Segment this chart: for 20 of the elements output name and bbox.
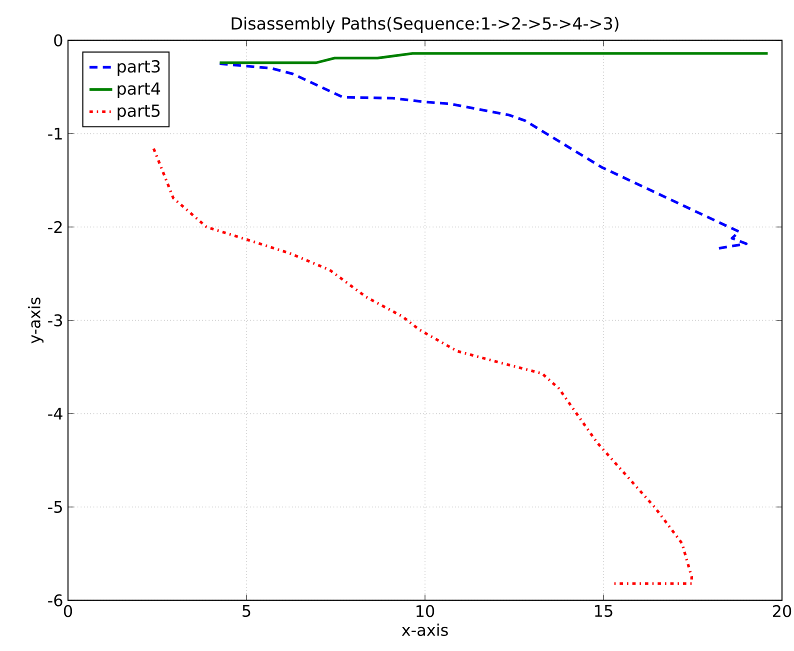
y-axis-title: y-axis	[28, 298, 44, 344]
line-series	[218, 62, 748, 250]
y-tick-label: 0	[54, 34, 62, 46]
y-tick-label: -2	[48, 221, 62, 233]
legend-label: part4	[118, 82, 160, 98]
legend-label: part3	[118, 60, 160, 76]
y-tick-label: -6	[48, 594, 62, 606]
x-axis-title: x-axis	[402, 624, 448, 636]
chart-title: Disassembly Paths(Sequence:1->2->5->4->3)	[232, 16, 618, 33]
x-tick-label: 0	[64, 605, 72, 618]
x-tick-label: 20	[772, 605, 792, 618]
y-tick-label: -5	[48, 501, 62, 513]
y-tick-label: -1	[48, 128, 62, 140]
legend-label: part5	[118, 104, 160, 120]
x-tick-label: 15	[595, 605, 612, 617]
y-tick-label: -3	[48, 314, 62, 326]
line-series	[152, 147, 694, 585]
x-tick-label: 10	[416, 605, 434, 618]
y-tick-label: -4	[48, 408, 62, 420]
x-tick-label: 5	[242, 605, 250, 617]
